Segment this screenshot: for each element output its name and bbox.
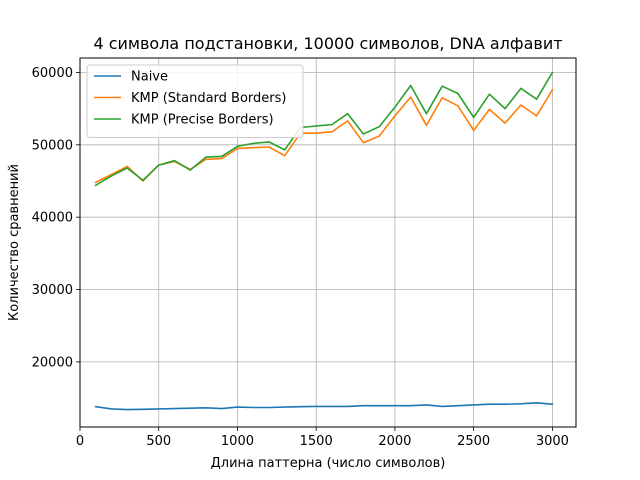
x-tick-label: 500 [146,434,171,449]
legend-box [86,64,304,138]
plot-frame [79,57,577,428]
x-axis-label: Длина паттерна (число символов) [211,456,446,471]
y-tick-label: 30000 [32,283,73,298]
y-tick-label: 50000 [32,138,73,153]
legend-label: KMP (Precise Borders) [131,113,274,128]
series-line-kmp-precise-borders [94,71,554,187]
x-tick-label: 1500 [300,434,333,449]
x-tick-label: 0 [76,434,84,449]
x-tick-label: 3000 [536,434,569,449]
series-line-naive [94,401,554,411]
series-layer [94,71,554,411]
x-tick-label: 2500 [457,434,490,449]
legend-label: KMP (Standard Borders) [131,91,287,106]
legend: Naive KMP (Standard Borders) KMP (Precise … [86,64,304,138]
ticks: 0 500 1000 1500 2000 2500 3000 20000 30000 40000 5… [32,66,569,449]
x-tick-label: 1000 [221,434,254,449]
y-tick-label: 40000 [32,211,73,226]
x-tick-label: 2000 [378,434,411,449]
legend-label: Naive [131,70,168,85]
y-axis-label: Количество сравнений [7,164,22,321]
chart-title: 4 символа подстановки, 10000 символов, D… [93,34,562,53]
y-tick-label: 20000 [32,355,73,370]
y-tick-label: 60000 [32,66,73,81]
